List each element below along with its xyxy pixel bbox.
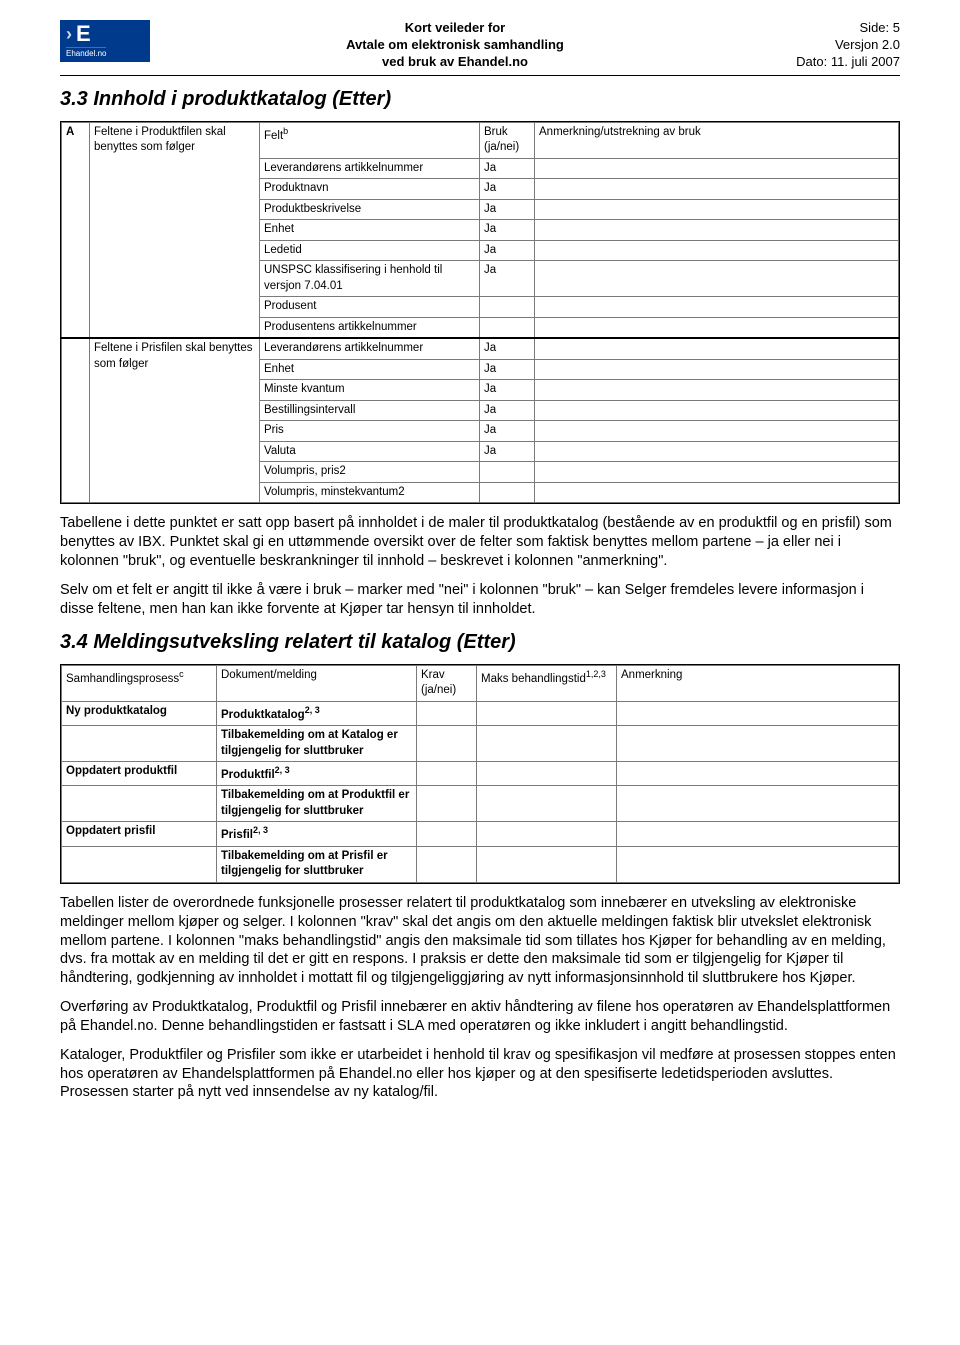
section-34-p2: Overføring av Produktkatalog, Produktfil… — [60, 998, 900, 1036]
section-34-heading: 3.4 Meldingsutveksling relatert til kata… — [60, 629, 900, 656]
group-a-label: A — [62, 122, 90, 338]
table-row: Feltene i Prisfilen skal benyttes som fø… — [62, 338, 899, 359]
table-produktkatalog: A Feltene i Produktfilen skal benyttes s… — [60, 121, 900, 505]
t2-col-proc: Samhandlingsprosessc — [62, 665, 217, 701]
header-title-line2: Avtale om elektronisk samhandling — [150, 37, 760, 54]
date: Dato: 11. juli 2007 — [760, 54, 900, 71]
table-row: Oppdatert produktfil Produktfil2, 3 — [62, 762, 899, 786]
header-meta: Side: 5 Versjon 2.0 Dato: 11. juli 2007 — [760, 20, 900, 71]
table-row: Tilbakemelding om at Prisfil er tilgjeng… — [62, 846, 899, 882]
header-title-line3: ved bruk av Ehandel.no — [150, 54, 760, 71]
table-row: Tilbakemelding om at Katalog er tilgjeng… — [62, 726, 899, 762]
table-34: Samhandlingsprosessc Dokument/melding Kr… — [61, 665, 899, 883]
t2-col-doc: Dokument/melding — [217, 665, 417, 701]
section-33-heading: 3.3 Innhold i produktkatalog (Etter) — [60, 86, 900, 113]
section-34-p3: Kataloger, Produktfiler og Prisfiler som… — [60, 1046, 900, 1103]
page-number: Side: 5 — [760, 20, 900, 37]
group-b-desc: Feltene i Prisfilen skal benyttes som fø… — [90, 338, 260, 503]
header-title-line1: Kort veileder for — [150, 20, 760, 37]
section-33-p1: Tabellene i dette punktet er satt opp ba… — [60, 514, 900, 571]
table-meldingsutveksling: Samhandlingsprosessc Dokument/melding Kr… — [60, 664, 900, 884]
table-row: Oppdatert prisfil Prisfil2, 3 — [62, 822, 899, 846]
col-felt: Feltb — [260, 122, 480, 158]
group-a-desc: Feltene i Produktfilen skal benyttes som… — [90, 122, 260, 338]
logo-subtext: Ehandel.no — [66, 47, 106, 60]
version: Versjon 2.0 — [760, 37, 900, 54]
col-bruk: Bruk (ja/nei) — [480, 122, 535, 158]
t2-col-anm: Anmerkning — [617, 665, 899, 701]
t2-col-maks: Maks behandlingstid1,2,3 — [477, 665, 617, 701]
logo-chevron-icon: › — [66, 25, 72, 43]
logo-letter: E — [76, 23, 91, 45]
header-title: Kort veileder for Avtale om elektronisk … — [150, 20, 760, 71]
section-33-p2: Selv om et felt er angitt til ikke å vær… — [60, 581, 900, 619]
table-33: A Feltene i Produktfilen skal benyttes s… — [61, 122, 899, 504]
page-header: › E Ehandel.no Kort veileder for Avtale … — [60, 20, 900, 76]
col-anm: Anmerkning/utstrekning av bruk — [535, 122, 899, 158]
logo: › E Ehandel.no — [60, 20, 150, 62]
table-row: Ny produktkatalog Produktkatalog2, 3 — [62, 701, 899, 725]
t2-col-krav: Krav (ja/nei) — [417, 665, 477, 701]
table-row: Tilbakemelding om at Produktfil er tilgj… — [62, 786, 899, 822]
section-34-p1: Tabellen lister de overordnede funksjone… — [60, 894, 900, 988]
